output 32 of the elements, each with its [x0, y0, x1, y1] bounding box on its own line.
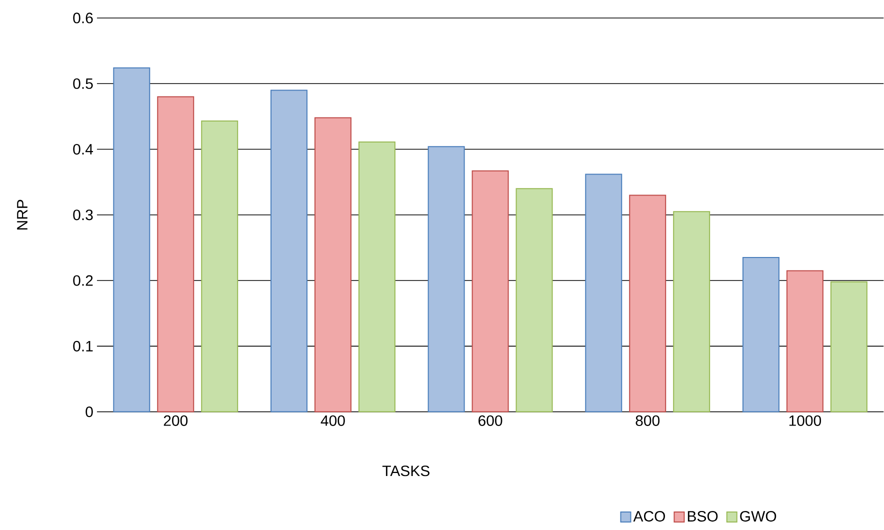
x-tick-label: 400: [320, 415, 345, 426]
bar: [516, 188, 553, 412]
y-tick-label: 0.5: [73, 78, 93, 90]
bar: [786, 270, 824, 412]
legend-label: ACO: [633, 511, 665, 522]
bar: [830, 281, 868, 412]
legend-label: GWO: [740, 511, 776, 522]
bar: [585, 174, 622, 412]
y-tick-label: 0.4: [73, 144, 93, 155]
bar: [201, 120, 238, 412]
x-tick-label: 1000: [789, 415, 822, 426]
bar: [472, 170, 509, 412]
y-tick-label: 0.1: [73, 340, 93, 352]
y-tick-label: 0.3: [73, 210, 93, 220]
y-axis-title: NRP: [17, 200, 28, 230]
bar: [629, 194, 666, 412]
bar: [673, 211, 710, 412]
bar: [270, 90, 308, 412]
x-axis-title: TASKS: [382, 466, 430, 476]
y-tick-label: 0: [86, 406, 93, 418]
x-tick-label: 200: [164, 415, 188, 426]
legend-label: BSO: [688, 511, 718, 522]
x-tick-label: 600: [478, 415, 502, 426]
y-tick-label: 0.2: [73, 275, 93, 286]
bar: [428, 146, 465, 412]
bar: [358, 142, 396, 412]
bar: [314, 117, 352, 412]
y-tick-label: 0.6: [73, 12, 93, 24]
bar: [742, 257, 780, 412]
x-tick-label: 800: [636, 415, 660, 426]
bar: [157, 96, 194, 412]
bar: [113, 68, 150, 412]
